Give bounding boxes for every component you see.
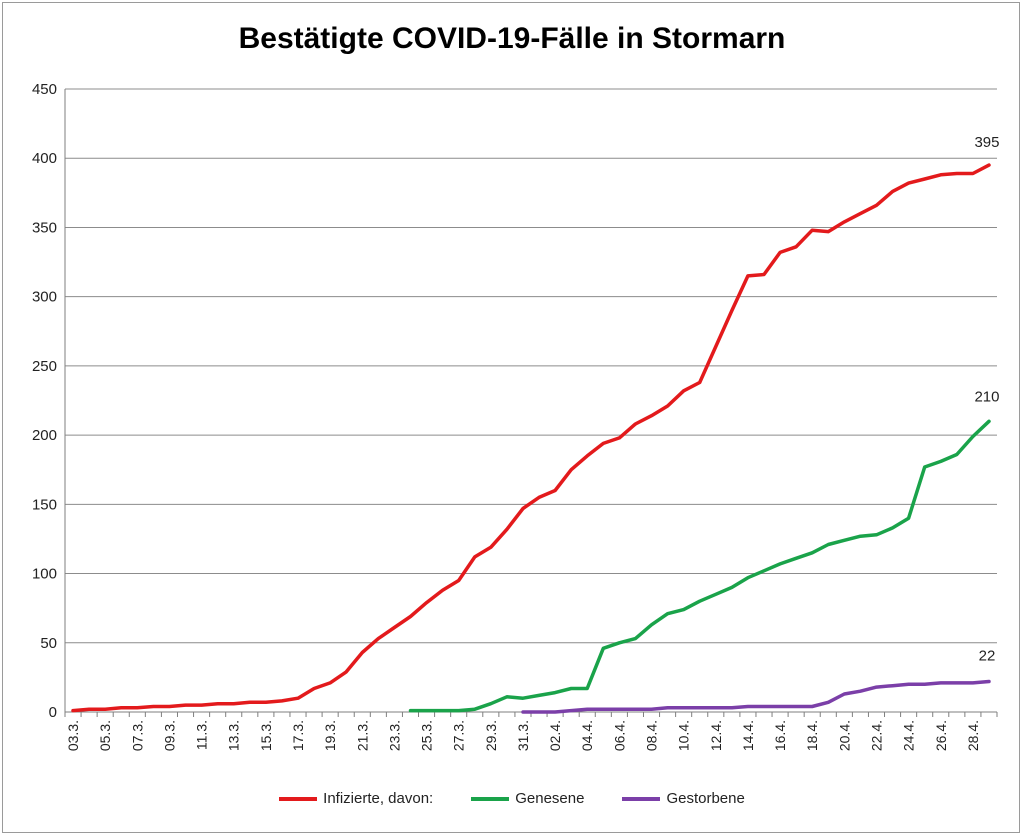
series-line-gestorbene xyxy=(521,679,991,714)
x-tick-label: 29.3. xyxy=(483,720,499,751)
x-tick-label: 20.4. xyxy=(836,720,852,751)
series-line-genesene xyxy=(408,419,991,713)
y-tick-label: 200 xyxy=(32,427,57,444)
legend: Infizierte, davon: Genesene Gestorbene xyxy=(0,790,1024,807)
y-tick-label: 250 xyxy=(32,358,57,375)
legend-item-gestorbene: Gestorbene xyxy=(622,790,745,807)
y-tick-label: 350 xyxy=(32,219,57,236)
legend-swatch-infizierte xyxy=(279,796,318,801)
y-tick-label: 400 xyxy=(32,150,57,167)
x-tick-label: 22.4. xyxy=(868,720,884,751)
x-tick-label: 14.4. xyxy=(740,720,756,751)
data-label-end: 210 xyxy=(974,388,999,405)
x-tick-label: 11.3. xyxy=(194,720,210,750)
x-tick-label: 31.3. xyxy=(515,720,531,751)
x-tick-label: 17.3. xyxy=(290,720,306,751)
x-tick-label: 26.4. xyxy=(933,720,949,751)
data-label-end: 395 xyxy=(974,134,999,151)
series-line-infizierte xyxy=(71,163,991,713)
x-tick-label: 02.4. xyxy=(547,720,563,751)
legend-label-infizierte: Infizierte, davon: xyxy=(323,790,434,807)
x-tick-label: 12.4. xyxy=(708,720,724,751)
x-tick-label: 08.4. xyxy=(644,720,660,751)
legend-swatch-gestorbene xyxy=(622,796,661,801)
y-tick-label: 150 xyxy=(32,496,57,513)
y-tick-label: 50 xyxy=(40,635,57,652)
x-tick-label: 15.3. xyxy=(258,720,274,751)
x-tick-label: 28.4. xyxy=(965,720,981,751)
x-tick-label: 13.3. xyxy=(226,720,242,751)
x-tick-label: 27.3. xyxy=(451,720,467,751)
x-tick-label: 16.4. xyxy=(772,720,788,751)
x-tick-label: 04.4. xyxy=(579,720,595,751)
x-tick-label: 19.3. xyxy=(322,720,338,751)
data-labels: 395 210 22 xyxy=(974,134,999,664)
x-tick-label: 05.3. xyxy=(97,720,113,751)
x-tick-label: 06.4. xyxy=(611,720,627,751)
y-tick-label: 450 xyxy=(32,81,57,98)
x-tick-label: 24.4. xyxy=(901,720,917,751)
y-tick-label: 0 xyxy=(49,704,57,721)
x-tick-label: 18.4. xyxy=(804,720,820,751)
x-tick-label: 10.4. xyxy=(676,720,692,751)
legend-label-gestorbene: Gestorbene xyxy=(666,790,745,807)
x-tick-label: 21.3. xyxy=(354,720,370,751)
legend-item-genesene: Genesene xyxy=(471,790,584,807)
x-tick-label: 03.3. xyxy=(65,720,81,751)
x-tick-label: 07.3. xyxy=(129,720,145,751)
y-tick-label: 300 xyxy=(32,289,57,306)
legend-swatch-genesene xyxy=(471,796,510,801)
legend-label-genesene: Genesene xyxy=(515,790,585,807)
data-label-end: 22 xyxy=(979,648,996,665)
gridlines xyxy=(65,88,997,713)
axes: 0 50 100 150 200 250 300 350 400 450 03.3. 05.3. 07.… xyxy=(32,81,998,751)
x-tick-label: 09.3. xyxy=(161,720,177,751)
chart-title: Bestätigte COVID-19-Fälle in Stormarn xyxy=(238,22,786,55)
y-tick-label: 100 xyxy=(32,566,57,583)
series-lines xyxy=(71,163,991,714)
x-tick-label: 25.3. xyxy=(419,720,435,751)
x-tick-label: 23.3. xyxy=(386,720,402,751)
legend-item-infizierte: Infizierte, davon: xyxy=(279,790,433,807)
